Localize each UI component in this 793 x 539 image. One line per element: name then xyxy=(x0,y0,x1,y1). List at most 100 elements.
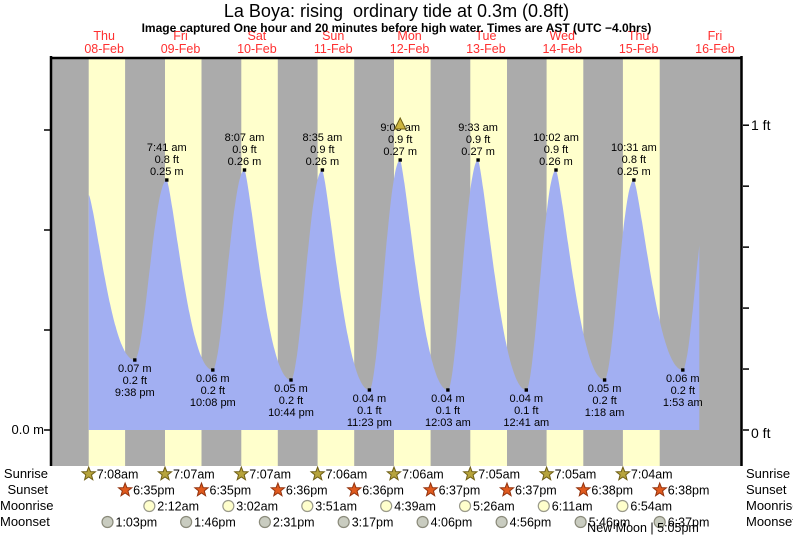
day-label-date: 15-Feb xyxy=(619,42,659,56)
sunset-icon xyxy=(346,481,363,497)
moonset-time: 2:31pm xyxy=(273,516,315,530)
low-tide-label: 0.06 m xyxy=(666,373,700,385)
day-label-weekday: Mon xyxy=(397,29,421,43)
sunrise-time: 7:05am xyxy=(478,468,520,482)
high-tide-label: 0.27 m xyxy=(461,146,495,158)
sunrise-time: 7:08am xyxy=(97,468,139,482)
low-tide-label: 1:18 am xyxy=(585,407,625,419)
capture-time-marker xyxy=(393,116,407,130)
astro-row-label-right-sunrise: Sunrise xyxy=(746,466,791,481)
sunset-time: 6:38pm xyxy=(591,484,633,498)
day-label-weekday: Fri xyxy=(173,29,188,43)
moonset-icon xyxy=(101,515,114,529)
day-label-date: 08-Feb xyxy=(84,42,124,56)
day-label-weekday: Thu xyxy=(628,29,650,43)
y-axis-left-label: 0.0 m xyxy=(11,422,44,437)
tide-extreme-point xyxy=(632,178,636,182)
low-tide-label: 0.04 m xyxy=(509,393,543,405)
sunset-icon xyxy=(422,481,439,497)
sunrise-time: 7:07am xyxy=(249,468,291,482)
moonset-icon xyxy=(653,515,666,529)
day-label-date: 13-Feb xyxy=(466,42,506,56)
astro-row-label-right-sunset: Sunset xyxy=(746,482,787,497)
low-tide-label: 0.2 ft xyxy=(201,385,225,397)
sunrise-time: 7:04am xyxy=(631,468,673,482)
day-label-weekday: Thu xyxy=(93,29,115,43)
astro-row-label-left-moonrise: Moonrise xyxy=(0,498,54,513)
low-tide-label: 0.2 ft xyxy=(279,395,303,407)
low-tide-label: 11:23 pm xyxy=(347,417,392,429)
high-tide-label: 0.9 ft xyxy=(310,144,334,156)
moonrise-time: 2:12am xyxy=(157,500,199,514)
low-tide-label: 0.2 ft xyxy=(592,395,616,407)
moonrise-icon xyxy=(616,499,629,513)
moonset-time: 4:06pm xyxy=(431,516,473,530)
sunset-time: 6:35pm xyxy=(133,484,175,498)
moonset-time: 6:37pm xyxy=(668,516,710,530)
moonrise-time: 3:51am xyxy=(315,500,357,514)
high-tide-label: 0.8 ft xyxy=(622,154,646,166)
y-axis-right-top-label: 1 ft xyxy=(751,117,771,133)
low-tide-label: 0.1 ft xyxy=(514,405,538,417)
day-label-weekday: Fri xyxy=(708,29,723,43)
tide-extreme-point xyxy=(133,358,137,362)
low-tide-label: 0.1 ft xyxy=(436,405,460,417)
astro-row-label-left-sunrise: Sunrise xyxy=(3,466,48,481)
sunrise-icon xyxy=(462,465,479,481)
high-tide-label: 7:41 am xyxy=(147,142,187,154)
sunrise-time: 7:07am xyxy=(173,468,215,482)
chart-title: La Boya: rising ordinary tide at 0.3m (0… xyxy=(223,1,570,21)
day-label-date: 12-Feb xyxy=(390,42,430,56)
low-tide-label: 12:41 am xyxy=(503,417,549,429)
low-tide-label: 0.06 m xyxy=(196,373,230,385)
tide-extreme-point xyxy=(367,388,372,392)
moonset-icon xyxy=(337,515,350,529)
day-label-date: 09-Feb xyxy=(161,42,201,56)
moonrise-icon xyxy=(537,499,550,513)
tide-extreme-point xyxy=(320,168,325,172)
high-tide-label: 0.27 m xyxy=(383,146,417,158)
low-tide-label: 12:03 am xyxy=(425,417,471,429)
low-tide-label: 0.1 ft xyxy=(357,405,381,417)
sunset-time: 6:38pm xyxy=(668,484,710,498)
sunrise-time: 7:06am xyxy=(326,468,368,482)
sunset-icon xyxy=(269,481,286,497)
astro-row-label-right-moonrise: Moonrise xyxy=(746,498,793,513)
astro-row-label-right-moonset: Moonset xyxy=(746,514,793,529)
moon-phase-label: New Moon | 5:05pm xyxy=(587,521,699,535)
tide-extreme-point xyxy=(446,388,450,392)
tide-extreme-point xyxy=(211,368,215,372)
moonrise-icon xyxy=(458,499,472,513)
sunrise-icon xyxy=(233,465,250,481)
high-tide-label: 0.9 ft xyxy=(388,134,412,146)
high-tide-label: 0.9 ft xyxy=(232,144,256,156)
moonrise-icon xyxy=(301,499,314,513)
high-tide-label: 0.8 ft xyxy=(155,154,179,166)
high-tide-label: 10:31 am xyxy=(611,142,657,154)
high-tide-label: 0.26 m xyxy=(539,156,573,168)
day-label-date: 10-Feb xyxy=(237,42,277,56)
tide-extreme-point xyxy=(524,388,528,392)
sunrise-icon xyxy=(80,465,97,481)
astro-row-label-left-moonset: Moonset xyxy=(0,514,50,529)
tide-extreme-point xyxy=(476,158,480,162)
sunset-icon xyxy=(193,481,210,497)
moonset-time: 4:56pm xyxy=(510,516,552,530)
moonrise-time: 3:02am xyxy=(236,500,278,514)
low-tide-label: 0.2 ft xyxy=(671,385,695,397)
moonset-icon xyxy=(258,515,271,529)
tide-extreme-point xyxy=(554,168,558,172)
moonset-time: 1:46pm xyxy=(194,516,236,530)
high-tide-label: 0.26 m xyxy=(228,156,262,168)
tide-extreme-point xyxy=(242,168,247,172)
sunset-icon xyxy=(575,481,592,497)
day-label-weekday: Wed xyxy=(550,29,576,43)
moonset-icon xyxy=(574,515,587,529)
sunrise-icon xyxy=(614,465,631,481)
high-tide-label: 9:33 am xyxy=(458,122,498,134)
moonrise-time: 6:54am xyxy=(630,500,672,514)
high-tide-label: 0.26 m xyxy=(306,156,340,168)
low-tide-label: 9:38 pm xyxy=(115,387,155,399)
moonrise-time: 5:26am xyxy=(473,500,515,514)
moonrise-time: 6:11am xyxy=(552,500,593,514)
